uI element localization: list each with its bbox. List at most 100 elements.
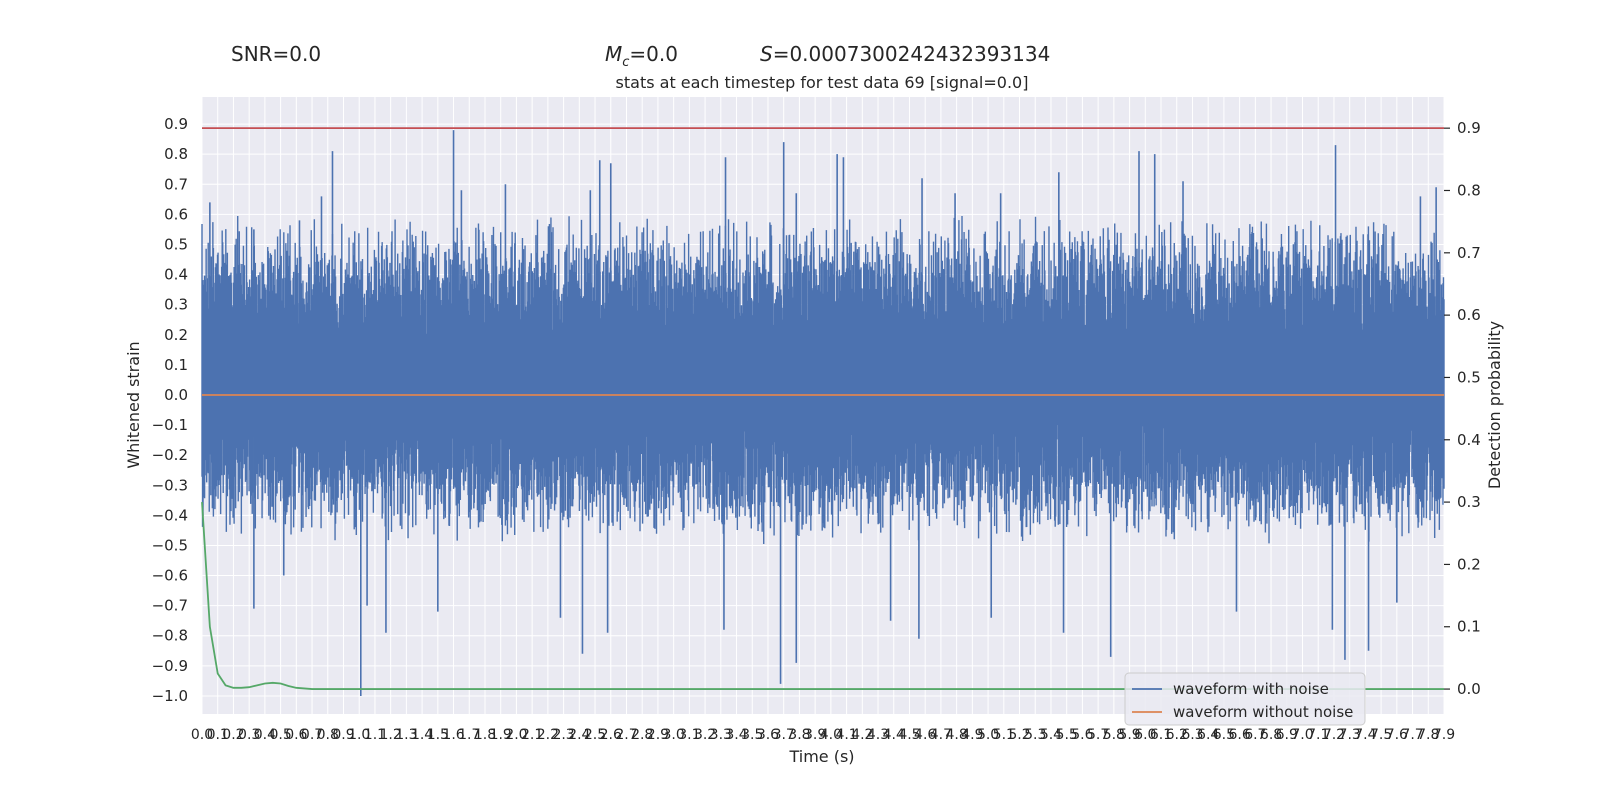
y-right-tick-label: 0.3 [1457,493,1481,511]
y-left-tick-label: −0.1 [152,416,188,434]
x-tick-label: 3.3 [710,727,732,743]
x-tick-label: 2.2 [537,727,559,743]
x-tick-label: 0.6 [285,727,307,743]
x-tick-label: 3.4 [725,727,747,743]
x-tick-label: 4.1 [835,727,857,743]
chirp-mass-label: Mc=0.0 [605,42,678,70]
x-tick-label: 6.5 [1213,727,1235,743]
y-left-tick-label: −0.4 [152,506,188,524]
x-tick-label: 0.7 [301,727,323,743]
x-tick-label: 1.7 [458,727,480,743]
x-tick-label: 7.9 [1433,727,1455,743]
x-tick-label: 7.1 [1307,727,1329,743]
y-left-tick-label: 0.1 [164,356,188,374]
chart-title: stats at each timestep for test data 69 … [616,73,1029,92]
x-tick-label: 6.7 [1244,727,1266,743]
y-right-tick-label: 0.4 [1457,431,1481,449]
x-tick-label: 2.4 [568,727,590,743]
s-statistic-label: S=0.0007300242432393134 [760,42,1050,66]
x-tick-label: 0.8 [317,727,339,743]
x-tick-label: 2.7 [615,727,637,743]
x-tick-label: 7.2 [1323,727,1345,743]
y-left-tick-label: 0.5 [164,235,188,253]
y-left-tick-label: −0.2 [152,446,188,464]
x-tick-label: 6.2 [1166,727,1188,743]
legend-label: waveform without noise [1173,703,1353,721]
x-tick-label: 2.5 [584,727,606,743]
x-tick-label: 0.4 [254,727,276,743]
x-tick-label: 2.6 [600,727,622,743]
x-tick-label: 1.9 [490,727,512,743]
x-tick-label: 2.8 [631,727,653,743]
x-tick-label: 7.5 [1370,727,1392,743]
x-tick-label: 6.3 [1181,727,1203,743]
x-tick-label: 1.4 [411,727,433,743]
x-tick-label: 3.0 [663,727,685,743]
y-left-tick-label: 0.2 [164,326,188,344]
y-right-tick-label: 0.2 [1457,555,1481,573]
y-left-tick-label: −1.0 [152,687,188,705]
y-left-tick-label: 0.3 [164,296,188,314]
x-tick-label: 1.0 [348,727,370,743]
x-tick-label: 7.3 [1339,727,1361,743]
y-right-tick-label: 0.1 [1457,618,1481,636]
x-tick-label: 1.2 [380,727,402,743]
x-axis-label: Time (s) [788,747,854,766]
legend-label: waveform with noise [1173,680,1329,698]
y-left-tick-label: −0.8 [152,627,188,645]
x-tick-label: 7.0 [1291,727,1313,743]
x-tick-label: 5.9 [1118,727,1140,743]
x-tick-label: 4.3 [867,727,889,743]
x-tick-label: 6.9 [1276,727,1298,743]
x-tick-label: 6.1 [1150,727,1172,743]
x-tick-label: 6.8 [1260,727,1282,743]
x-tick-label: 2.3 [552,727,574,743]
x-tick-label: 5.4 [1040,727,1062,743]
x-tick-label: 5.8 [1103,727,1125,743]
x-tick-label: 1.1 [364,727,386,743]
x-tick-label: 0.3 [238,727,260,743]
snr-label: SNR=0.0 [231,42,321,66]
x-tick-label: 5.1 [993,727,1015,743]
top-labels: SNR=0.0 Mc=0.0 S=0.0007300242432393134 [231,42,1050,70]
data-layer [201,127,1445,696]
x-tick-label: 0.0 [191,727,213,743]
y-left-tick-label: −0.9 [152,657,188,675]
x-tick-label: 3.5 [741,727,763,743]
y-right-tick-label: 0.0 [1457,680,1481,698]
x-tick-label: 5.3 [1024,727,1046,743]
x-tick-label: 0.9 [332,727,354,743]
x-tick-label: 4.4 [883,727,905,743]
s-symbol: S [760,42,773,66]
x-tick-label: 3.7 [773,727,795,743]
y-right-tick-label: 0.5 [1457,368,1481,386]
x-tick-label: 5.0 [977,727,999,743]
x-tick-label: 5.6 [1071,727,1093,743]
y-axis-left-ticks: 0.9 0.8 0.7 0.6 0.5 0.4 0.3 0.2 0.1 0.0 −0.1 −0.2 −0… [152,115,188,705]
y-left-tick-label: 0.6 [164,205,188,223]
x-tick-label: 4.6 [914,727,936,743]
x-tick-label: 4.0 [820,727,842,743]
x-tick-label: 1.5 [427,727,449,743]
y-axis-right-label: Detection probability [1485,321,1504,489]
y-left-tick-label: −0.7 [152,597,188,615]
y-axis-right-ticks: 0.9 0.8 0.7 0.6 0.5 0.4 0.3 0.2 0.1 0.0 [1444,119,1481,698]
x-tick-label: 0.1 [207,727,229,743]
y-left-tick-label: 0.7 [164,175,188,193]
x-tick-label: 3.6 [757,727,779,743]
mc-subscript: c [622,55,629,70]
detection-probability-line [201,502,1444,690]
y-left-tick-label: 0.9 [164,115,188,133]
mc-symbol: M [605,42,622,66]
y-right-tick-label: 0.7 [1457,244,1481,262]
x-tick-label: 2.1 [521,727,543,743]
y-axis-left-label: Whitened strain [124,341,143,468]
x-tick-label: 4.5 [898,727,920,743]
waveform-with-noise-line [201,216,1445,544]
y-left-tick-label: 0.8 [164,145,188,163]
x-tick-label: 2.9 [647,727,669,743]
x-tick-label: 0.5 [269,727,291,743]
mc-value: =0.0 [629,42,678,66]
x-tick-label: 1.6 [442,727,464,743]
